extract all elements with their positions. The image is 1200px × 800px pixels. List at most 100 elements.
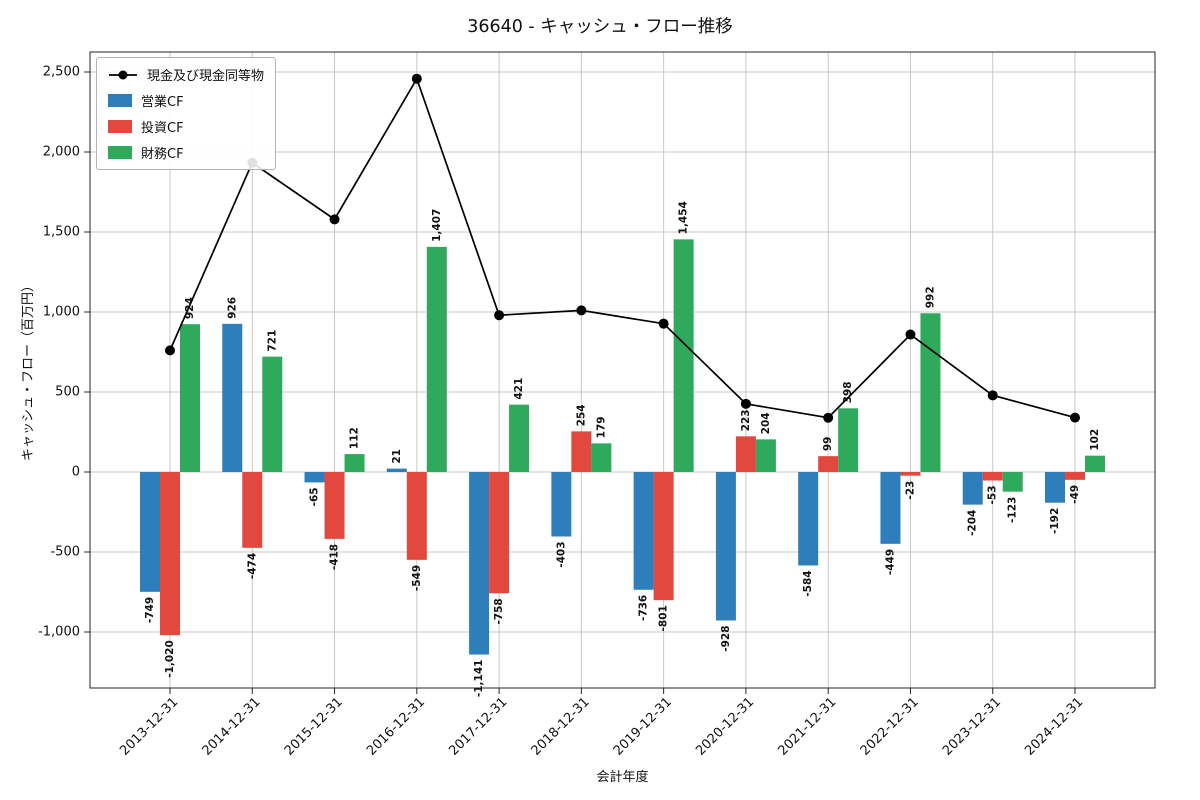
bar-value-label: -418 — [329, 544, 341, 570]
line-marker — [658, 318, 669, 329]
bar-labels-investing-cf: -1,020 -474 -418 -549 -758 254 -801 223 99 -23 -53… — [164, 404, 1081, 677]
x-tick-label: 2021-12-31 — [775, 695, 839, 759]
x-tick-label: 2015-12-31 — [282, 695, 346, 759]
bar-operating-cf — [880, 472, 901, 544]
bar-operating-cf — [304, 472, 325, 483]
legend-line-sample — [109, 70, 137, 79]
bar-investing-cf — [653, 472, 674, 601]
x-tick-label: 2013-12-31 — [117, 695, 181, 759]
bar-investing-cf — [406, 472, 427, 560]
bar-investing-cf — [489, 472, 510, 594]
bar-investing-cf — [1065, 472, 1085, 480]
bar-investing-cf — [571, 431, 592, 472]
bar-value-label: -53 — [987, 485, 999, 504]
bar-value-label: 1,454 — [678, 201, 690, 234]
bar-financing-cf — [344, 454, 365, 472]
x-tick-label: 2020-12-31 — [693, 695, 757, 759]
bar-value-label: 421 — [513, 378, 525, 400]
bar-value-label: -584 — [802, 570, 814, 596]
legend-item-investing-cf: 投資CF — [108, 117, 264, 136]
bar-investing-cf — [160, 472, 180, 636]
legend-item-operating-cf: 営業CF — [108, 91, 264, 110]
bar-value-label: -23 — [904, 481, 916, 500]
bar-financing-cf — [755, 439, 776, 472]
bar-value-label: -65 — [309, 487, 321, 506]
legend-item-cash-and-equivalents: 現金及び現金同等物 — [108, 65, 264, 84]
y-axis-ticks — [84, 71, 90, 633]
x-tick-label: 2023-12-31 — [940, 695, 1004, 759]
bar-value-label: -928 — [720, 625, 732, 651]
bar-value-label: 992 — [924, 286, 936, 308]
bar-value-label: -549 — [411, 565, 423, 591]
line-marker — [740, 398, 751, 409]
bar-financing-cf — [262, 356, 283, 472]
bar-investing-cf — [818, 456, 839, 472]
bar-value-label: 721 — [266, 330, 278, 352]
bar-value-label: -49 — [1069, 485, 1081, 504]
bar-value-label: -123 — [1007, 497, 1019, 523]
plot-frame — [89, 51, 1156, 689]
bar-operating-cf — [222, 323, 243, 472]
bar-financing-cf — [920, 313, 941, 472]
bar-operating-cf — [551, 472, 572, 537]
x-tick-label: 2014-12-31 — [200, 695, 264, 759]
legend: 現金及び現金同等物 営業CF 投資CF 財務CF — [96, 57, 277, 170]
bar-value-label: 179 — [595, 416, 607, 438]
x-tick-label: 2017-12-31 — [446, 695, 510, 759]
y-tick-label: 2,500 — [43, 65, 80, 80]
bar-operating-cf — [962, 472, 983, 505]
x-axis-ticks — [169, 688, 1076, 694]
bar-labels-operating-cf: -749 926 -65 21 -1,141 -403 -736 -928 -584 -449 -2… — [144, 297, 1061, 697]
bar-operating-cf — [715, 472, 736, 621]
y-tick-label: 500 — [55, 385, 80, 400]
y-tick-label: 1,500 — [43, 225, 80, 240]
bar-value-label: 99 — [822, 437, 834, 452]
bar-value-label: 204 — [760, 412, 772, 434]
x-axis-title: 会計年度 — [596, 770, 649, 785]
bar-financing-cf — [180, 324, 200, 472]
line-marker — [905, 329, 916, 340]
bar-financing-cf — [591, 443, 612, 472]
bar-investing-cf — [982, 472, 1003, 481]
bar-operating-cf — [1045, 472, 1065, 503]
bar-financing-cf — [838, 408, 859, 472]
bar-financing-cf — [673, 239, 694, 472]
chart-title: 36640 - キャッシュ・フロー推移 — [467, 17, 733, 37]
bar-value-label: 112 — [349, 427, 361, 449]
bar-value-label: -801 — [658, 605, 670, 631]
bar-value-label: 223 — [740, 409, 752, 431]
bar-value-label: 102 — [1089, 429, 1101, 451]
bars-financing-cf — [180, 239, 1105, 492]
y-axis-title: キャッシュ・フロー（百万円） — [21, 279, 36, 462]
y-tick-label: 2,000 — [43, 145, 80, 160]
legend-swatch-investing-cf — [108, 120, 132, 133]
bar-value-label: -192 — [1049, 508, 1061, 534]
bar-value-label: -758 — [493, 598, 505, 624]
bar-value-label: -474 — [246, 553, 258, 579]
line-marker — [987, 390, 998, 401]
line-marker — [411, 73, 422, 84]
y-tick-label: -1,000 — [38, 625, 80, 640]
bar-investing-cf — [324, 472, 345, 539]
x-tick-label: 2019-12-31 — [611, 695, 675, 759]
bar-value-label: -736 — [638, 595, 650, 621]
line-marker — [494, 310, 505, 321]
x-tick-label: 2016-12-31 — [364, 695, 428, 759]
bar-value-label: -403 — [555, 541, 567, 567]
x-tick-label: 2022-12-31 — [858, 695, 922, 759]
bar-operating-cf — [140, 472, 160, 592]
line-marker — [576, 305, 587, 316]
bar-value-label: -749 — [144, 597, 156, 623]
y-tick-label: -500 — [50, 545, 80, 560]
bar-value-label: -1,141 — [473, 660, 485, 698]
bar-investing-cf — [735, 436, 756, 472]
legend-swatch-financing-cf — [108, 146, 132, 159]
cash-line-markers — [165, 73, 1080, 423]
legend-label-investing-cf: 投資CF — [141, 121, 184, 136]
bar-operating-cf — [633, 472, 654, 590]
legend-swatch-operating-cf — [108, 94, 132, 107]
bars-investing-cf — [160, 431, 1085, 636]
bars-operating-cf — [140, 323, 1065, 655]
